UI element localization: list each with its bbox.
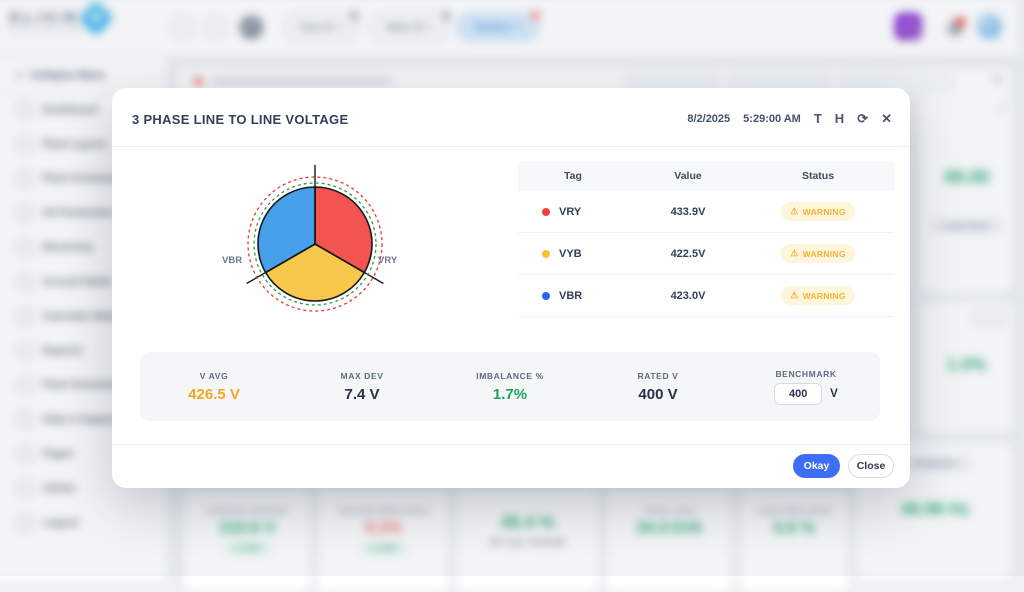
benchmark-input[interactable] [774, 383, 822, 405]
table-header-row: Tag Value Status [518, 161, 894, 191]
tag-label: VYB [559, 248, 582, 260]
modal-header: 3 PHASE LINE TO LINE VOLTAGE 8/2/2025 5:… [112, 88, 910, 147]
warning-icon: ⚠ [790, 290, 798, 301]
voltage-table: Tag Value Status VRY 433.9V ⚠ WARNING VY… [518, 161, 894, 317]
warning-icon: ⚠ [790, 206, 798, 217]
warning-icon: ⚠ [790, 248, 798, 259]
text-tool-icon[interactable]: T [814, 112, 822, 125]
benchmark-unit: V [830, 388, 838, 400]
voltage-value: 422.5V [633, 248, 743, 260]
stat-v-avg: V AVG 426.5 V [140, 371, 288, 403]
phase-chart: VBR VRY VYB [112, 147, 518, 387]
column-tag: Tag [518, 170, 633, 182]
stats-bar: V AVG 426.5 V MAX DEV 7.4 V IMBALANCE % … [140, 352, 880, 421]
table-row: VBR 423.0V ⚠ WARNING [518, 275, 894, 317]
voltage-modal: 3 PHASE LINE TO LINE VOLTAGE 8/2/2025 5:… [112, 88, 910, 488]
pie-label-vbr: VBR [222, 255, 242, 266]
modal-date: 8/2/2025 [687, 113, 730, 125]
table-row: VRY 433.9V ⚠ WARNING [518, 191, 894, 233]
status-badge: ⚠ WARNING [781, 202, 855, 221]
stat-imbalance: IMBALANCE % 1.7% [436, 371, 584, 403]
voltage-value: 433.9V [633, 206, 743, 218]
tag-label: VBR [559, 290, 582, 302]
voltage-value: 423.0V [633, 290, 743, 302]
series-dot [542, 208, 550, 216]
column-value: Value [633, 170, 743, 182]
series-dot [542, 250, 550, 258]
modal-footer: Okay Close [112, 444, 910, 488]
stat-benchmark: BENCHMARK V [732, 369, 880, 405]
close-button[interactable]: Close [848, 454, 894, 478]
stat-max-dev: MAX DEV 7.4 V [288, 371, 436, 403]
column-status: Status [743, 170, 893, 182]
tag-label: VRY [559, 206, 581, 218]
modal-title: 3 PHASE LINE TO LINE VOLTAGE [132, 112, 348, 127]
stat-rated-v: RATED V 400 V [584, 371, 732, 403]
pie-label-vry: VRY [378, 255, 397, 266]
modal-time: 5:29:00 AM [743, 113, 801, 125]
status-badge: ⚠ WARNING [781, 244, 855, 263]
refresh-icon[interactable]: ⟳ [857, 112, 868, 125]
okay-button[interactable]: Okay [793, 454, 840, 478]
table-row: VYB 422.5V ⚠ WARNING [518, 233, 894, 275]
status-badge: ⚠ WARNING [781, 286, 855, 305]
phase-pie-svg [235, 164, 395, 324]
history-icon[interactable]: H [835, 112, 844, 125]
close-icon[interactable]: ✕ [881, 112, 892, 125]
series-dot [542, 292, 550, 300]
